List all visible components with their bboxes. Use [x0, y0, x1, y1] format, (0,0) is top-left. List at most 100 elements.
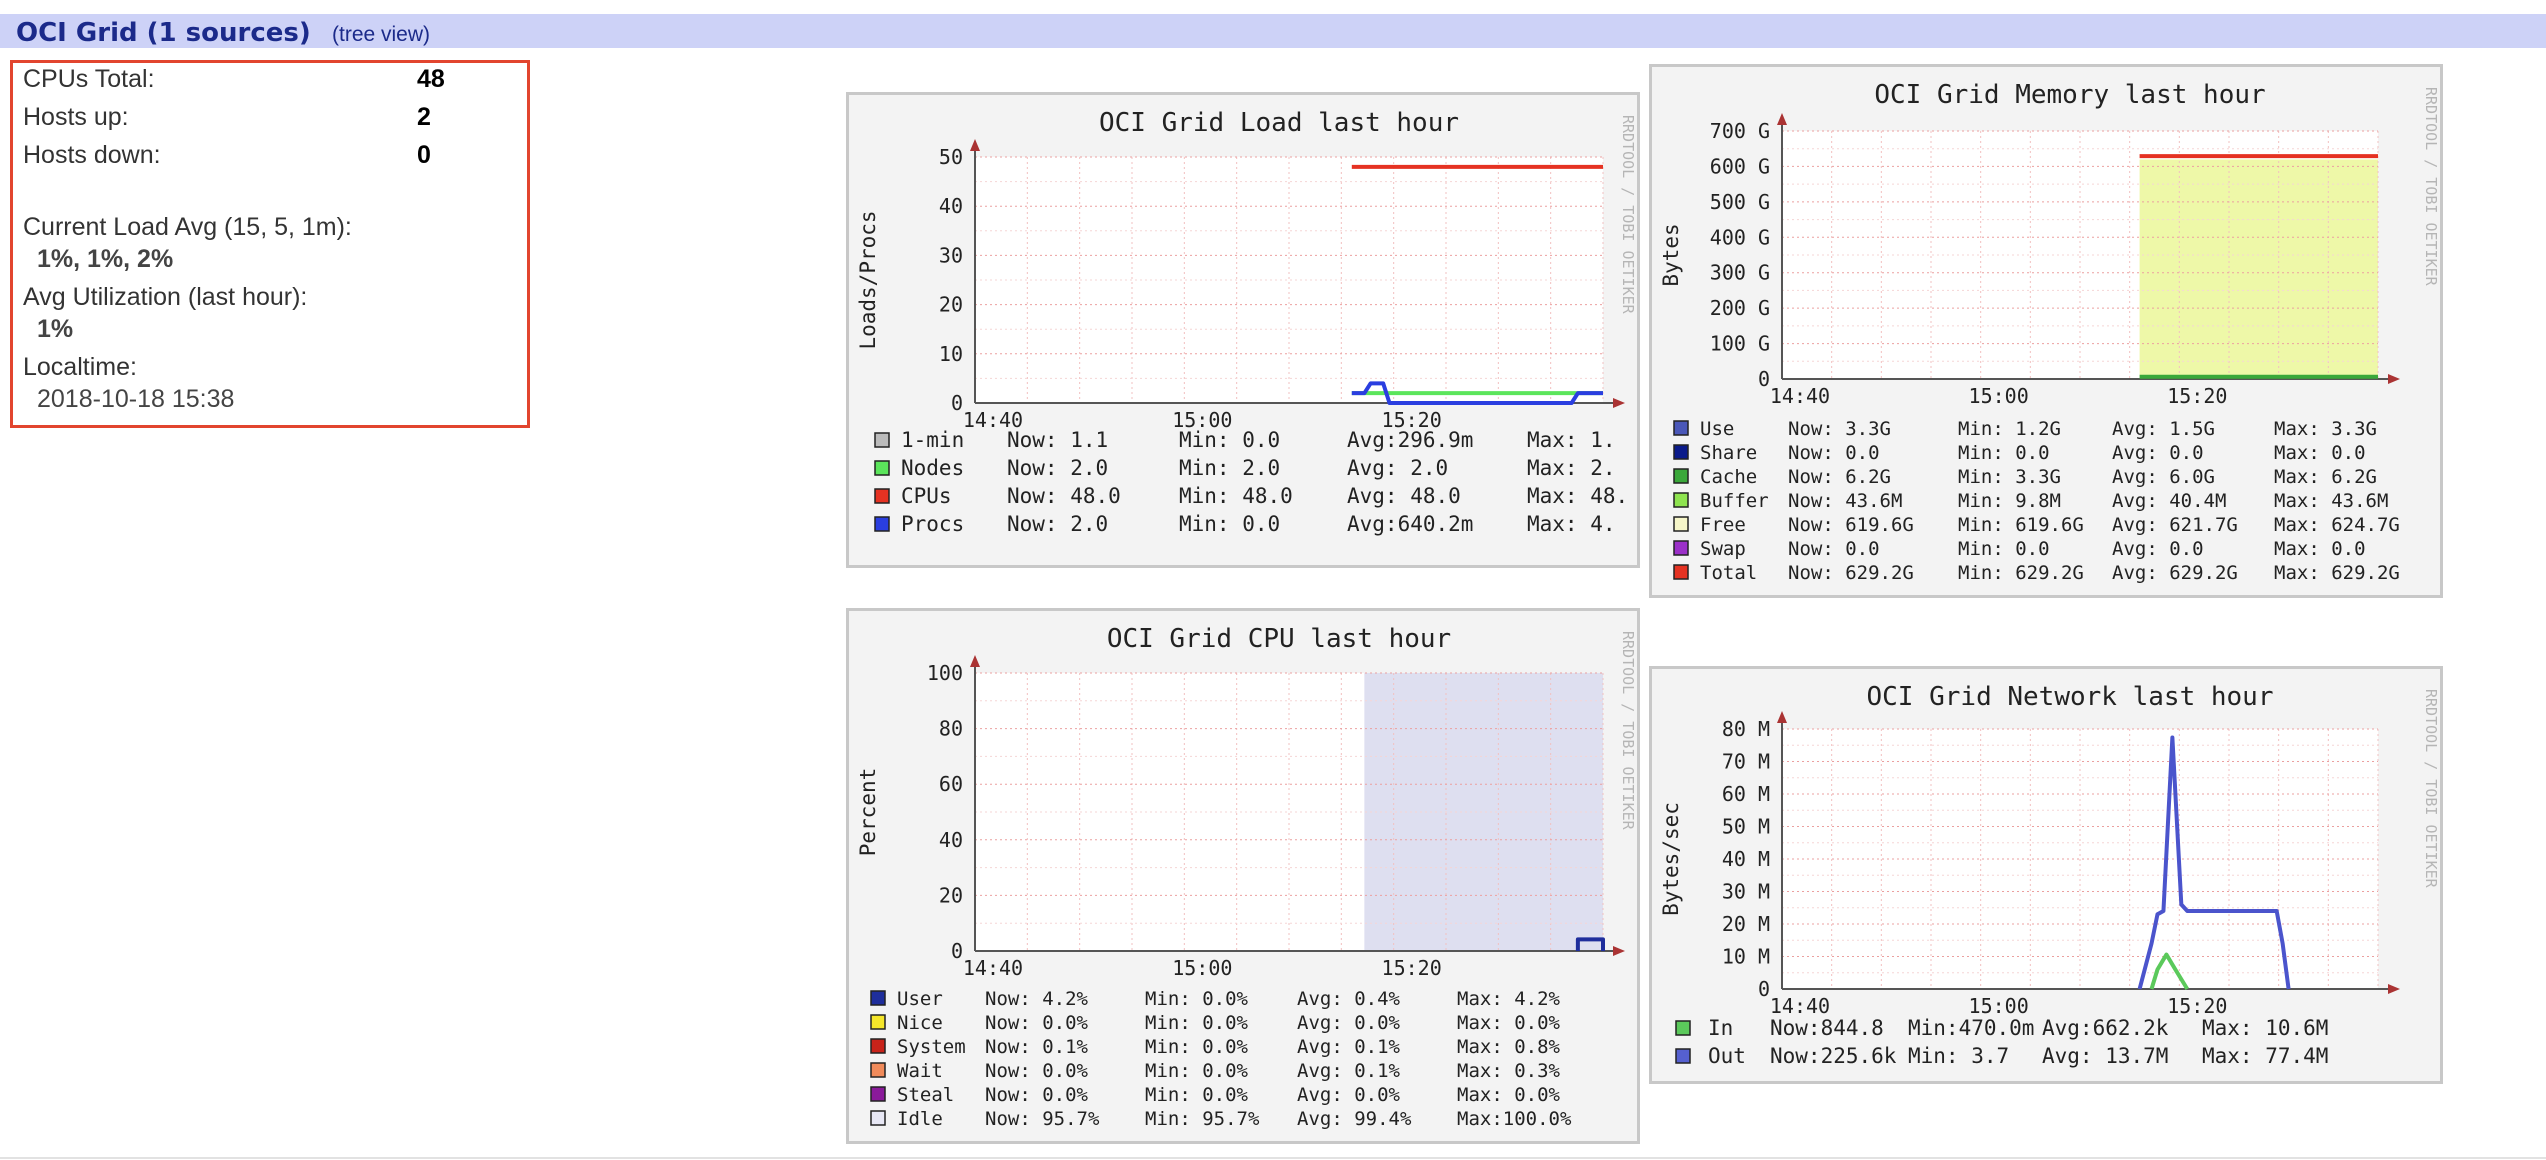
load-graph[interactable]: OCI Grid Load last hour RRDTOOL / TOBI OE… [846, 92, 1640, 568]
x-tick-label: 14:40 [1770, 384, 1830, 408]
x-axis-arrow [1613, 946, 1625, 956]
legend-avg: Avg: 0.0% [1297, 1012, 1401, 1034]
rrdtool-watermark: RRDTOOL / TOBI OETIKER [2422, 87, 2440, 287]
y-axis-arrow [1777, 113, 1787, 125]
legend-avg: Avg: 6.0G [2112, 466, 2215, 488]
legend-name: Nice [897, 1012, 943, 1034]
legend-min: Min: 0.0% [1145, 988, 1249, 1010]
cpu-chart-title: OCI Grid CPU last hour [1107, 624, 1451, 654]
cpu-area-fill [1364, 673, 1603, 951]
memory-graph[interactable]: OCI Grid Memory last hour RRDTOOL / TOBI … [1649, 64, 2443, 598]
legend-min: Min: 0.0 [1179, 428, 1280, 452]
legend-avg: Avg: 0.1% [1297, 1036, 1401, 1058]
legend-now: Now: 2.0 [1007, 456, 1108, 480]
legend-now: Now: 0.1% [985, 1036, 1089, 1058]
legend-min: Min: 95.7% [1145, 1108, 1260, 1130]
load-series-procs [1351, 381, 1603, 405]
legend-swatch [1675, 1020, 1691, 1036]
legend-max: Max: 1. [1527, 428, 1616, 452]
legend-name: Steal [897, 1084, 954, 1106]
legend-max: Max: 0.0 [2274, 538, 2366, 560]
rrdtool-watermark: RRDTOOL / TOBI OETIKER [1619, 631, 1637, 831]
legend-min: Min: 1.2G [1958, 418, 2061, 440]
legend-max: Max: 48. [1527, 484, 1628, 508]
legend-now: Now: 95.7% [985, 1108, 1100, 1130]
legend-avg: Avg:296.9m [1347, 428, 1473, 452]
legend-max: Max: 0.0% [1457, 1012, 1561, 1034]
y-tick-label: 20 [939, 293, 963, 317]
load-chart-title: OCI Grid Load last hour [1099, 108, 1459, 138]
legend-swatch [870, 1086, 886, 1102]
legend-avg: Avg: 1.5G [2112, 418, 2215, 440]
legend-swatch [1673, 492, 1689, 508]
legend-max: Max: 0.0 [2274, 442, 2366, 464]
legend-name: Wait [897, 1060, 943, 1082]
x-tick-label: 15:00 [1969, 994, 2029, 1018]
load-avg-value: 1%, 1%, 2% [37, 245, 174, 273]
legend-swatch [1673, 564, 1689, 580]
legend-swatch [870, 1110, 886, 1126]
y-axis-label: Bytes [1659, 223, 1683, 286]
legend-avg: Avg: 621.7G [2112, 514, 2238, 536]
x-tick-label: 15:00 [1969, 384, 2029, 408]
bottom-divider [0, 1157, 2546, 1159]
localtime-value: 2018-10-18 15:38 [37, 385, 235, 413]
legend-swatch [874, 516, 890, 532]
legend-now: Now: 629.2G [1788, 562, 1914, 584]
legend-min: Min: 0.0% [1145, 1036, 1249, 1058]
cpus-total-label: CPUs Total: [23, 65, 155, 93]
legend-max: Max: 77.4M [2202, 1044, 2328, 1068]
x-axis-arrow [1613, 398, 1625, 408]
network-chart-svg: OCI Grid Network last hour RRDTOOL / TOBI… [1659, 682, 2440, 1068]
legend-now: Now:844.8 [1770, 1016, 1884, 1040]
legend-swatch [870, 1038, 886, 1054]
rrdtool-watermark: RRDTOOL / TOBI OETIKER [2422, 689, 2440, 889]
rrdtool-watermark: RRDTOOL / TOBI OETIKER [1619, 115, 1637, 315]
legend-min: Min: 0.0% [1145, 1060, 1249, 1082]
y-tick-label: 500 G [1710, 190, 1770, 214]
legend-swatch [1673, 540, 1689, 556]
legend-now: Now: 3.3G [1788, 418, 1891, 440]
legend-now: Now: 43.6M [1788, 490, 1902, 512]
cpu-series-user [1575, 937, 1605, 951]
network-graph[interactable]: OCI Grid Network last hour RRDTOOL / TOBI… [1649, 666, 2443, 1084]
utilization-label: Avg Utilization (last hour): [23, 283, 308, 311]
localtime-label: Localtime: [23, 353, 137, 381]
legend-avg: Avg: 40.4M [2112, 490, 2226, 512]
legend-swatch [874, 488, 890, 504]
page-header: OCI Grid (1 sources) (tree view) [0, 14, 2546, 48]
legend-max: Max: 4.2% [1457, 988, 1561, 1010]
x-tick-label: 14:40 [963, 956, 1023, 980]
legend-avg: Avg:662.2k [2042, 1016, 2169, 1040]
tree-view-link[interactable]: (tree view) [332, 23, 431, 46]
legend-max: Max: 624.7G [2274, 514, 2400, 536]
legend-swatch [874, 432, 890, 448]
legend-name: Procs [901, 512, 964, 536]
legend-max: Max: 43.6M [2274, 490, 2388, 512]
memory-area-fill [2139, 159, 2378, 379]
network-series-out [2137, 735, 2291, 990]
legend-swatch [870, 1014, 886, 1030]
y-tick-label: 40 M [1722, 847, 1770, 871]
y-tick-label: 20 M [1722, 912, 1770, 936]
legend-now: Now: 1.1 [1007, 428, 1108, 452]
y-tick-label: 0 [951, 939, 963, 963]
y-tick-label: 30 M [1722, 880, 1770, 904]
legend-avg: Avg:640.2m [1347, 512, 1473, 536]
legend-now: Now: 0.0% [985, 1060, 1089, 1082]
y-tick-label: 600 G [1710, 154, 1770, 178]
y-tick-label: 40 [939, 194, 963, 218]
legend-avg: Avg: 0.0% [1297, 1084, 1401, 1106]
legend-avg: Avg: 48.0 [1347, 484, 1461, 508]
y-tick-label: 80 [939, 717, 963, 741]
y-tick-label: 300 G [1710, 261, 1770, 285]
x-tick-label: 14:40 [1770, 994, 1830, 1018]
network-series-in [2149, 952, 2189, 991]
cpu-graph[interactable]: OCI Grid CPU last hour RRDTOOL / TOBI OET… [846, 608, 1640, 1144]
y-tick-label: 100 G [1710, 332, 1770, 356]
legend-swatch [870, 990, 886, 1006]
legend-name: Cache [1700, 466, 1757, 488]
grid-title: OCI Grid (1 sources) [16, 18, 311, 48]
legend-now: Now: 48.0 [1007, 484, 1121, 508]
legend-now: Now: 6.2G [1788, 466, 1891, 488]
